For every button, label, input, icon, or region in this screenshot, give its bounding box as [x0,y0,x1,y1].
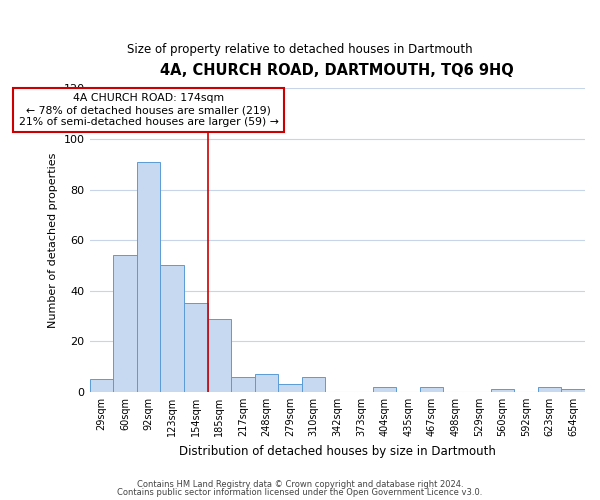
Bar [89,380,113,392]
Bar [208,318,231,392]
Y-axis label: Number of detached properties: Number of detached properties [48,152,58,328]
Bar [302,377,325,392]
Bar [420,387,443,392]
Bar [562,390,585,392]
Bar [113,256,137,392]
Bar [373,387,396,392]
Bar [160,266,184,392]
Bar [137,162,160,392]
Bar [491,390,514,392]
Bar [278,384,302,392]
Title: 4A, CHURCH ROAD, DARTMOUTH, TQ6 9HQ: 4A, CHURCH ROAD, DARTMOUTH, TQ6 9HQ [160,62,514,78]
Text: Contains public sector information licensed under the Open Government Licence v3: Contains public sector information licen… [118,488,482,497]
Bar [538,387,562,392]
X-axis label: Distribution of detached houses by size in Dartmouth: Distribution of detached houses by size … [179,444,496,458]
Text: Size of property relative to detached houses in Dartmouth: Size of property relative to detached ho… [127,42,473,56]
Text: Contains HM Land Registry data © Crown copyright and database right 2024.: Contains HM Land Registry data © Crown c… [137,480,463,489]
Text: 4A CHURCH ROAD: 174sqm
← 78% of detached houses are smaller (219)
21% of semi-de: 4A CHURCH ROAD: 174sqm ← 78% of detached… [19,94,278,126]
Bar [184,304,208,392]
Bar [255,374,278,392]
Bar [231,377,255,392]
